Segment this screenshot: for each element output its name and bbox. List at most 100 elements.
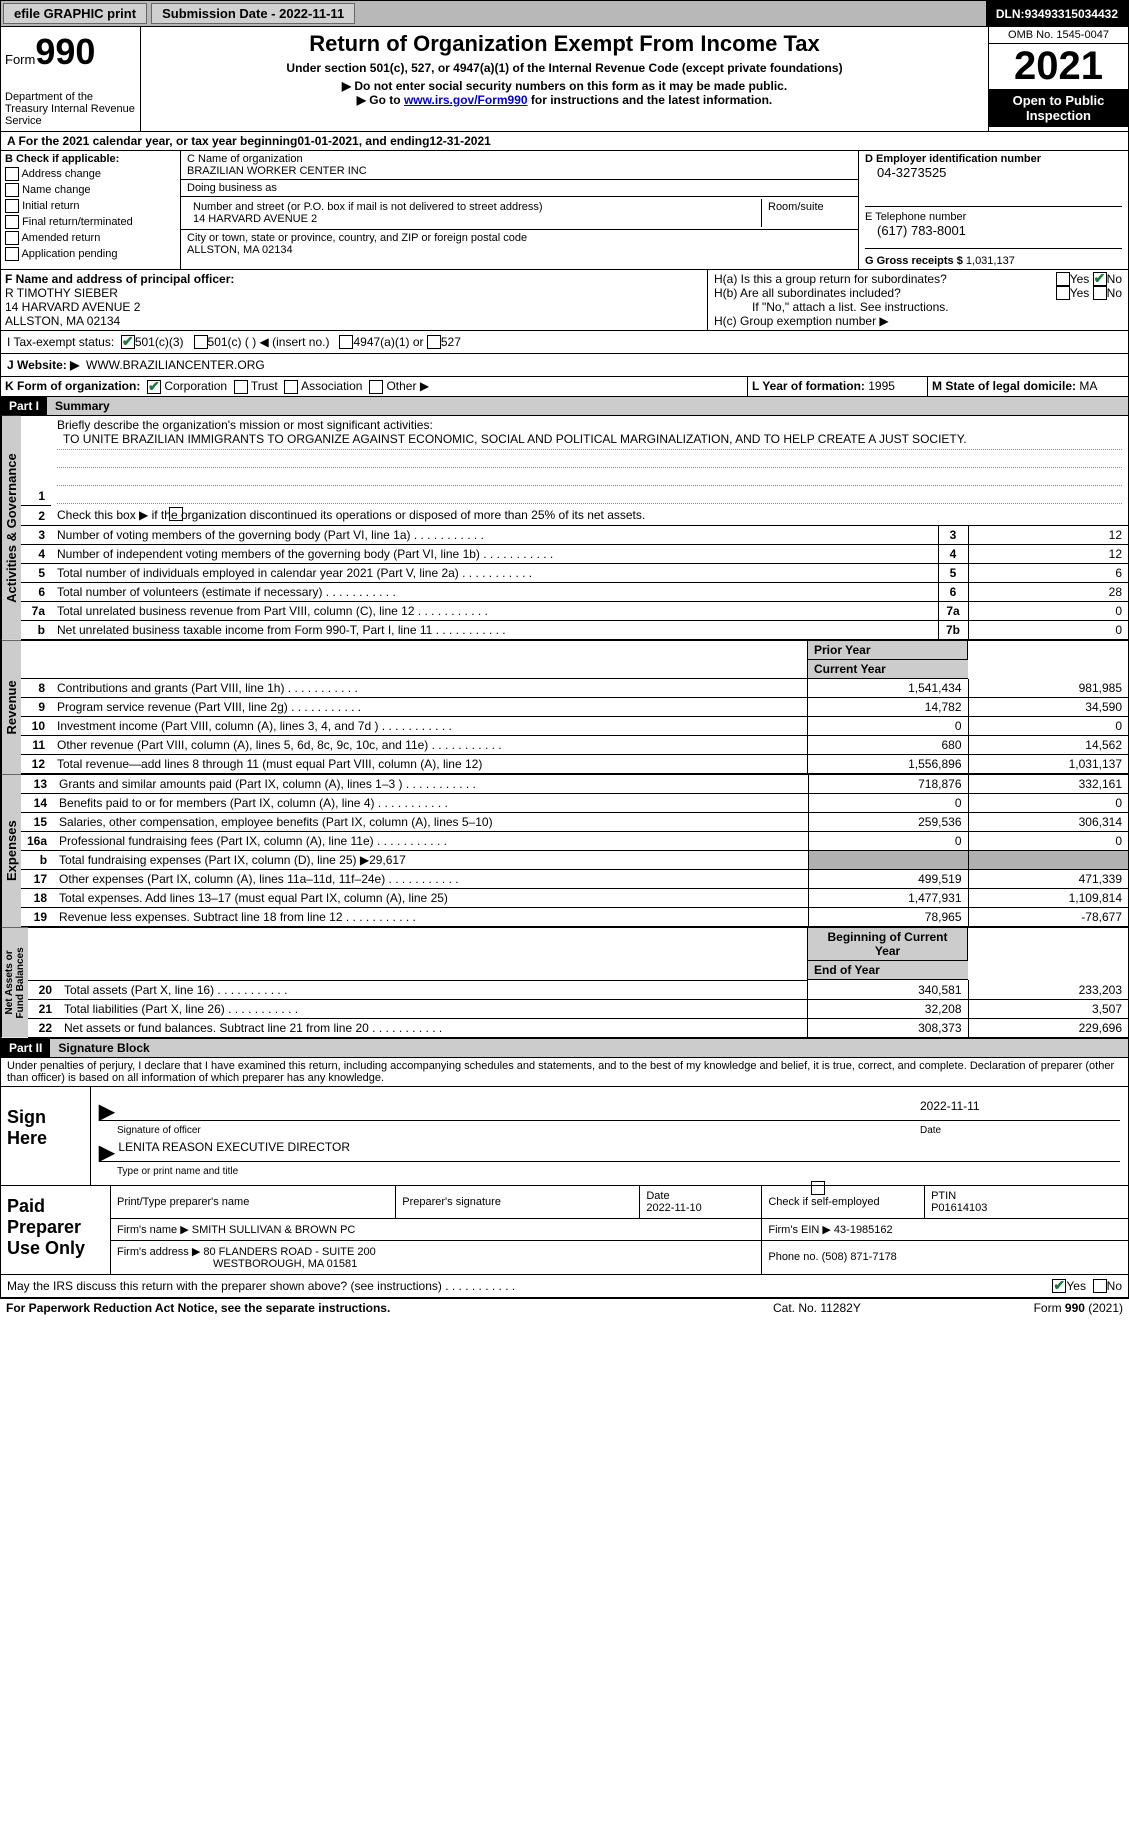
ein-label: D Employer identification number xyxy=(865,153,1041,165)
line-box: 4 xyxy=(938,544,968,563)
taxexempt-label: I Tax-exempt status: xyxy=(7,335,114,349)
org-name-cell: C Name of organization BRAZILIAN WORKER … xyxy=(181,151,858,180)
check-other[interactable] xyxy=(369,380,383,394)
table-row: 17Other expenses (Part IX, column (A), l… xyxy=(21,870,1128,889)
expenses-section: Expenses 13Grants and similar amounts pa… xyxy=(0,775,1129,928)
phone-label: E Telephone number xyxy=(865,211,966,223)
header-center: Return of Organization Exempt From Incom… xyxy=(141,27,988,131)
firm-phone: (508) 871-7178 xyxy=(822,1251,897,1263)
check-name-change[interactable]: Name change xyxy=(5,183,176,197)
note2-pre: ▶ Go to xyxy=(357,93,404,107)
line-box: 6 xyxy=(938,582,968,601)
line-box: 3 xyxy=(938,525,968,544)
page-footer: For Paperwork Reduction Act Notice, see … xyxy=(0,1298,1129,1317)
line-desc: Total number of individuals employed in … xyxy=(51,563,938,582)
dln-label: DLN: xyxy=(996,7,1025,21)
line-value: 12 xyxy=(968,525,1128,544)
period-end: 12-31-2021 xyxy=(429,134,490,148)
street-value: 14 HARVARD AVENUE 2 xyxy=(193,213,317,225)
dept-treasury: Department of the Treasury Internal Reve… xyxy=(5,91,136,127)
check-app-pending[interactable]: Application pending xyxy=(5,247,176,261)
irs-link[interactable]: www.irs.gov/Form990 xyxy=(404,93,528,107)
line-num: 6 xyxy=(21,582,51,601)
table-row: 13Grants and similar amounts paid (Part … xyxy=(21,775,1128,794)
dln: DLN: 93493315034432 xyxy=(986,1,1128,26)
hb-no-label: No xyxy=(1107,286,1122,300)
form-note2: ▶ Go to www.irs.gov/Form990 for instruct… xyxy=(161,93,968,107)
check-address-change[interactable]: Address change xyxy=(5,167,176,181)
check-trust[interactable] xyxy=(234,380,248,394)
check-501c[interactable] xyxy=(194,335,208,349)
ha-yes-label: Yes xyxy=(1070,272,1090,286)
hc-label: H(c) Group exemption number ▶ xyxy=(714,314,1122,328)
hb-no-check[interactable] xyxy=(1093,286,1107,300)
table-row: 5Total number of individuals employed in… xyxy=(21,563,1128,582)
eoy-hdr: End of Year xyxy=(808,961,968,980)
check-4947[interactable] xyxy=(339,335,353,349)
hb-yes-check[interactable] xyxy=(1056,286,1070,300)
current-year-hdr: Current Year xyxy=(808,660,968,679)
check-final-return[interactable]: Final return/terminated xyxy=(5,215,176,229)
website-label: J Website: ▶ xyxy=(7,358,79,372)
expenses-table: 13Grants and similar amounts paid (Part … xyxy=(21,775,1128,927)
section-f: F Name and address of principal officer:… xyxy=(1,270,708,330)
submission-date-button[interactable]: Submission Date - 2022-11-11 xyxy=(151,3,355,24)
table-row: 14Benefits paid to or for members (Part … xyxy=(21,794,1128,813)
secm-label: M State of legal domicile: xyxy=(932,379,1079,393)
officer-addr2: ALLSTON, MA 02134 xyxy=(5,314,120,328)
firm-addr-label: Firm's address ▶ xyxy=(117,1246,200,1258)
line2-check[interactable] xyxy=(169,507,183,521)
efile-print-button[interactable]: efile GRAPHIC print xyxy=(3,3,147,24)
line-num: 3 xyxy=(21,525,51,544)
part1-title: Summary xyxy=(47,397,1128,415)
line-box: 7a xyxy=(938,601,968,620)
mission-blank1 xyxy=(57,450,1122,468)
check-initial-return[interactable]: Initial return xyxy=(5,199,176,213)
gross-value: 1,031,137 xyxy=(966,255,1015,267)
check-501c3[interactable] xyxy=(121,335,135,349)
table-row: 12Total revenue—add lines 8 through 11 (… xyxy=(21,755,1128,774)
vlabel-revenue: Revenue xyxy=(1,641,21,775)
check-527[interactable] xyxy=(427,335,441,349)
note2-post: for instructions and the latest informat… xyxy=(528,93,773,107)
table-row: 20Total assets (Part X, line 16)340,5812… xyxy=(28,980,1128,999)
527-label: 527 xyxy=(441,335,461,349)
section-h: H(a) Is this a group return for subordin… xyxy=(708,270,1128,330)
check-amended-return[interactable]: Amended return xyxy=(5,231,176,245)
line-num: 5 xyxy=(21,563,51,582)
firm-phone-label: Phone no. xyxy=(768,1251,821,1263)
form-note1: ▶ Do not enter social security numbers o… xyxy=(161,79,968,93)
sig-date-caption: Date xyxy=(920,1125,1120,1136)
trust-label: Trust xyxy=(251,379,278,393)
topbar: efile GRAPHIC print Submission Date - 20… xyxy=(0,0,1129,27)
firm-name: SMITH SULLIVAN & BROWN PC xyxy=(192,1224,356,1236)
firm-addr1: 80 FLANDERS ROAD - SUITE 200 xyxy=(203,1246,375,1258)
firm-ein-label: Firm's EIN ▶ xyxy=(768,1224,831,1236)
ha-no-label: No xyxy=(1107,272,1122,286)
mission-blank2 xyxy=(57,468,1122,486)
discuss-no-label: No xyxy=(1107,1279,1122,1293)
check-assoc[interactable] xyxy=(284,380,298,394)
discuss-row: May the IRS discuss this return with the… xyxy=(0,1275,1129,1298)
entity-block: B Check if applicable: Address change Na… xyxy=(0,151,1129,270)
netassets-table: Beginning of Current YearEnd of Year 20T… xyxy=(28,928,1128,1038)
city-label: City or town, state or province, country… xyxy=(187,232,527,244)
city-cell: City or town, state or province, country… xyxy=(181,230,858,258)
omb-number: OMB No. 1545-0047 xyxy=(989,27,1128,44)
ha-yes-check[interactable] xyxy=(1056,272,1070,286)
part2-header: Part II Signature Block xyxy=(0,1039,1129,1058)
ha-no-check[interactable] xyxy=(1093,272,1107,286)
line-value: 28 xyxy=(968,582,1128,601)
paid-preparer-body: Print/Type preparer's name Preparer's si… xyxy=(111,1186,1128,1274)
prep-self-check[interactable] xyxy=(811,1181,825,1195)
ptin-value: P01614103 xyxy=(931,1202,987,1214)
line-value: 0 xyxy=(968,620,1128,639)
website-value: WWW.BRAZILIANCENTER.ORG xyxy=(86,358,265,372)
discuss-yes-check[interactable] xyxy=(1052,1279,1066,1293)
table-row: bTotal fundraising expenses (Part IX, co… xyxy=(21,851,1128,870)
table-row: 6Total number of volunteers (estimate if… xyxy=(21,582,1128,601)
ein-value: 04-3273525 xyxy=(865,165,1122,180)
vlabel-activities: Activities & Governance xyxy=(1,416,21,640)
check-corp[interactable] xyxy=(147,380,161,394)
discuss-no-check[interactable] xyxy=(1093,1279,1107,1293)
